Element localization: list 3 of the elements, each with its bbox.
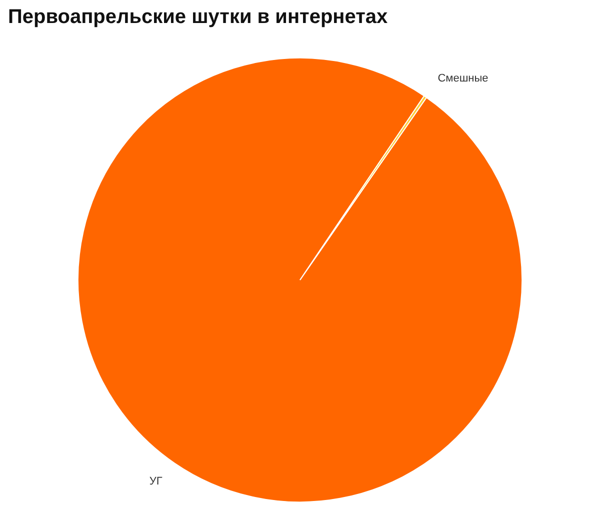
slice-label: Смешные [438, 72, 488, 85]
slice-label: УГ [149, 475, 162, 488]
chart-title: Первоапрельские шутки в интернетах [8, 6, 388, 29]
